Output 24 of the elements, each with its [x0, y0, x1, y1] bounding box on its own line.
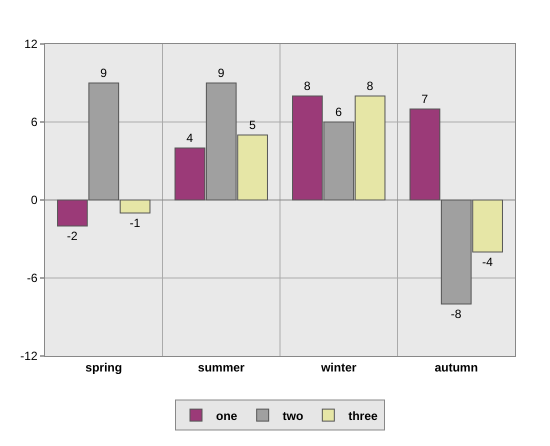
data-label: 8 [366, 79, 374, 93]
data-label: 7 [421, 92, 428, 106]
legend-label: three [348, 408, 378, 423]
data-label: -4 [482, 255, 494, 269]
legend-label: two [282, 408, 304, 423]
y-tick-label: -12 [20, 349, 38, 364]
y-tick-label: 6 [30, 115, 38, 130]
x-tick-label: winter [320, 360, 357, 374]
data-label: -1 [130, 216, 141, 230]
x-tick-label: summer [198, 360, 245, 374]
y-tick-label: -6 [26, 271, 38, 286]
data-label: 4 [186, 131, 194, 145]
x-tick-label: autumn [434, 360, 478, 374]
y-tick-label: 12 [24, 37, 38, 52]
data-label: 5 [249, 118, 256, 132]
y-tick-label: 0 [30, 193, 38, 208]
data-label: 6 [335, 105, 342, 119]
legend-label: one [216, 408, 238, 423]
data-label: 9 [218, 66, 225, 80]
data-label: -2 [66, 229, 78, 243]
data-label: 9 [100, 66, 108, 80]
x-tick-label: spring [85, 360, 122, 374]
data-label: -8 [450, 307, 462, 321]
data-label: 8 [304, 79, 311, 93]
